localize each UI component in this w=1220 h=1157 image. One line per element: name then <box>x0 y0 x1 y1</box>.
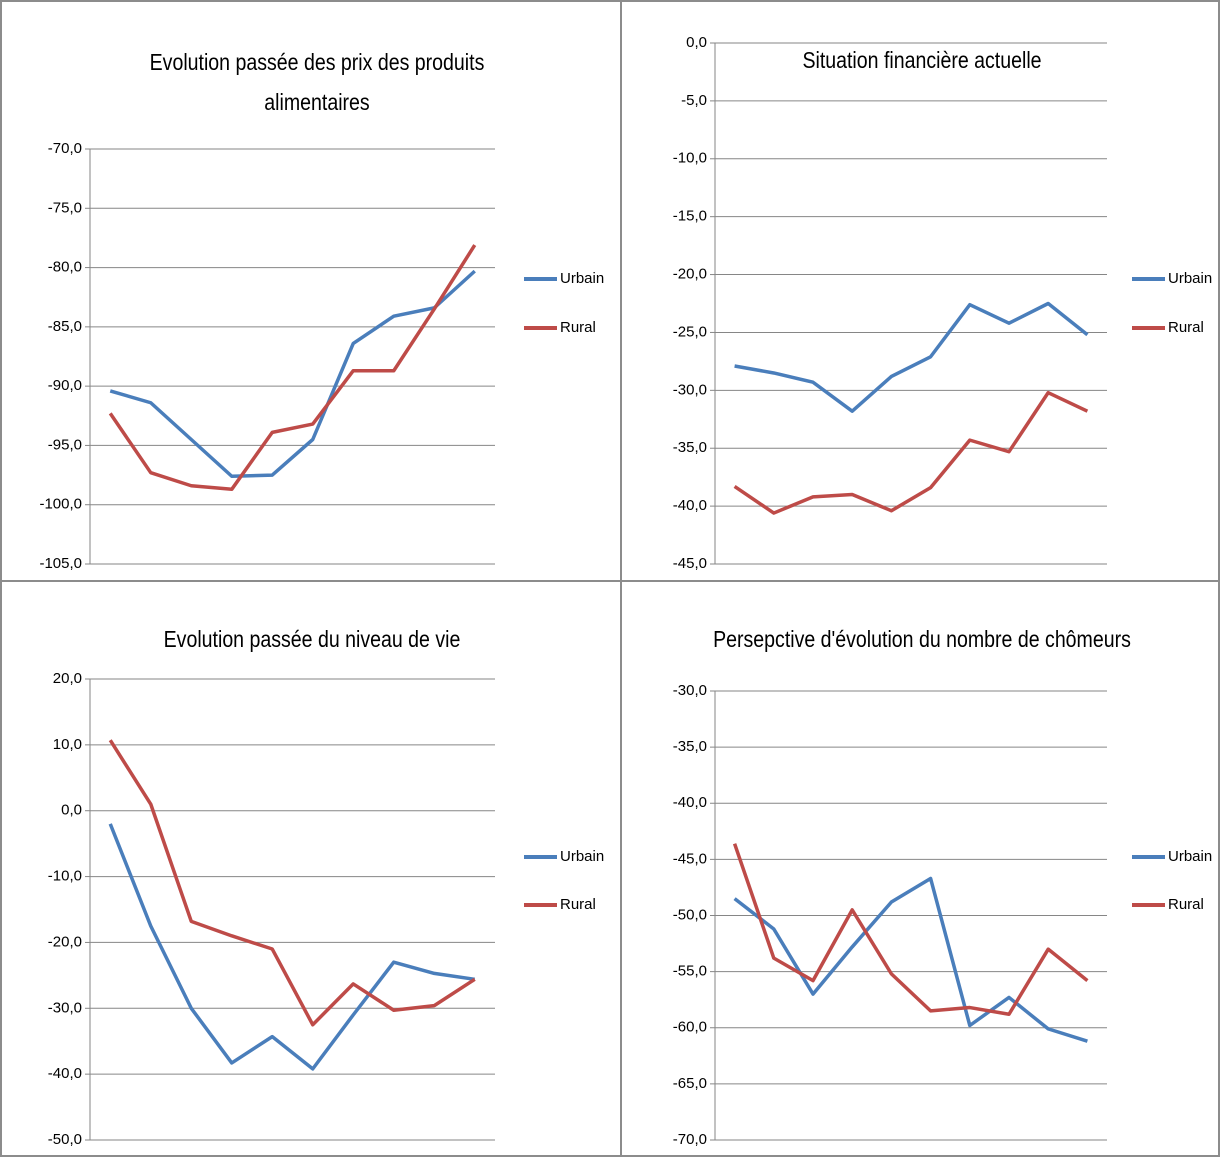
chart: -45,0 -40,0 -35,0 -30,0 -25,0 -20,0 -15,0 -10,0… <box>673 34 1212 572</box>
y-tick-label: -30,0 <box>673 381 707 398</box>
y-tick-label: 0,0 <box>686 34 707 51</box>
legend-label: Rural <box>1168 319 1204 336</box>
y-tick-label: -60,0 <box>673 1019 707 1036</box>
y-tick-label: -70,0 <box>48 140 82 157</box>
chart: -105,0 -100,0 -95,0 -90,0 -85,0 -80,0 -75,0 -70… <box>39 140 604 572</box>
y-tick-label: -45,0 <box>673 555 707 572</box>
y-tick-label: -85,0 <box>48 318 82 335</box>
legend-label: Urbain <box>1168 848 1212 865</box>
legend-label: Urbain <box>1168 270 1212 287</box>
y-tick-label: -20,0 <box>48 933 82 950</box>
y-tick-label: -10,0 <box>673 150 707 167</box>
legend-label: Rural <box>1168 896 1204 913</box>
chart-panel: -70,0 -65,0 -60,0 -55,0 -50,0 -45,0 -40,0 -35,0… <box>620 580 1220 1157</box>
y-tick-label: -30,0 <box>48 999 82 1016</box>
y-tick-label: -50,0 <box>48 1131 82 1148</box>
legend-label: Urbain <box>560 848 604 865</box>
y-tick-label: 20,0 <box>53 670 82 687</box>
data-line <box>108 823 476 1071</box>
chart: -70,0 -65,0 -60,0 -55,0 -50,0 -45,0 -40,0 -35,0… <box>673 682 1212 1148</box>
chart-panel: -45,0 -40,0 -35,0 -30,0 -25,0 -20,0 -15,0 -10,0… <box>620 0 1220 582</box>
y-tick-label: -40,0 <box>673 794 707 811</box>
y-tick-label: -40,0 <box>48 1065 82 1082</box>
y-tick-label: -20,0 <box>673 266 707 283</box>
y-tick-label: -90,0 <box>48 377 82 394</box>
y-tick-label: -65,0 <box>673 1075 707 1092</box>
data-line <box>734 301 1089 413</box>
y-tick-label: 10,0 <box>53 736 82 753</box>
chart: -50,0 -40,0 -30,0 -20,0 -10,0 0,0 10,0 20,0 Urba… <box>48 670 604 1148</box>
y-tick-label: -70,0 <box>673 1131 707 1148</box>
y-tick-label: -80,0 <box>48 259 82 276</box>
y-tick-label: -100,0 <box>39 496 82 513</box>
chart-title: Persepctive d'évolution du nombre de chô… <box>713 626 1131 652</box>
legend-label: Urbain <box>560 270 604 287</box>
y-tick-label: -35,0 <box>673 738 707 755</box>
legend-label: Rural <box>560 896 596 913</box>
y-tick-label: -40,0 <box>673 497 707 514</box>
data-line <box>733 876 1088 1043</box>
y-tick-label: -55,0 <box>673 963 707 980</box>
y-tick-label: -15,0 <box>673 208 707 225</box>
y-tick-label: -45,0 <box>673 850 707 867</box>
chart-title: Evolution passée du niveau de vie <box>163 626 461 652</box>
y-tick-label: -10,0 <box>48 868 82 885</box>
y-tick-label: -75,0 <box>48 199 82 216</box>
data-line <box>733 390 1089 515</box>
y-tick-label: 0,0 <box>61 802 82 819</box>
data-line <box>108 244 477 492</box>
chart-title: Situation financière actuelle <box>802 47 1042 73</box>
y-tick-label: -105,0 <box>39 555 82 572</box>
data-line <box>732 843 1089 1017</box>
chart-panel: -50,0 -40,0 -30,0 -20,0 -10,0 0,0 10,0 20,0 Urba… <box>0 580 622 1157</box>
y-tick-label: -95,0 <box>48 436 82 453</box>
y-tick-label: -50,0 <box>673 906 707 923</box>
y-tick-label: -30,0 <box>673 682 707 699</box>
y-tick-label: -5,0 <box>681 92 707 109</box>
y-tick-label: -35,0 <box>673 439 707 456</box>
data-line <box>108 739 476 1027</box>
y-tick-label: -25,0 <box>673 323 707 340</box>
chart-panel: -105,0 -100,0 -95,0 -90,0 -85,0 -80,0 -75,0 -70… <box>0 0 622 582</box>
data-line <box>109 269 476 479</box>
legend-label: Rural <box>560 319 596 336</box>
chart-title: Evolution passée des prix des produits a… <box>149 49 485 115</box>
